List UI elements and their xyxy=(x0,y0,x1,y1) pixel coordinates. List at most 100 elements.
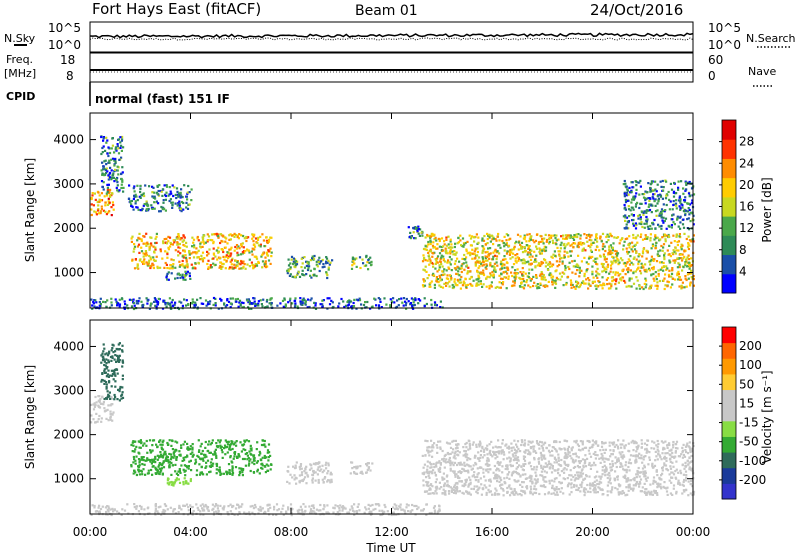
velocity-cell xyxy=(103,382,106,385)
velocity-cell xyxy=(450,490,453,493)
power-cell xyxy=(663,252,666,255)
power-cell xyxy=(90,213,93,217)
power-cell xyxy=(166,256,169,259)
velocity-cell xyxy=(665,490,669,493)
power-cell xyxy=(169,190,172,193)
velocity-cell xyxy=(640,454,643,457)
velocity-cell xyxy=(173,450,176,453)
velocity-cell xyxy=(462,454,465,457)
power-cell xyxy=(237,237,240,240)
power-cell xyxy=(501,283,504,286)
velocity-cell xyxy=(218,441,221,444)
power-cell xyxy=(595,274,598,277)
velocity-cell xyxy=(632,454,635,457)
power-cell xyxy=(230,259,233,262)
power-cell xyxy=(587,277,590,280)
power-cell xyxy=(100,192,103,195)
power-cell xyxy=(585,270,588,273)
velocity-cell xyxy=(433,466,436,469)
velocity-cell xyxy=(220,448,223,452)
velocity-cell xyxy=(493,451,496,454)
power-cell xyxy=(426,233,429,237)
power-cell xyxy=(223,258,226,261)
velocity-cell xyxy=(501,442,504,445)
velocity-cell xyxy=(641,486,644,489)
power-cell xyxy=(600,240,603,243)
power-cell xyxy=(260,255,263,258)
power-cell xyxy=(560,275,563,278)
power-cell xyxy=(662,246,665,249)
power-cell xyxy=(495,255,499,258)
power-cell xyxy=(668,244,671,247)
velocity-cell xyxy=(158,464,161,467)
power-cell xyxy=(647,197,650,200)
power-cell xyxy=(100,208,103,211)
power-cell xyxy=(164,261,167,265)
power-cell xyxy=(439,306,442,309)
power-cell xyxy=(559,257,562,260)
power-cell xyxy=(184,274,187,277)
power-cell xyxy=(145,232,148,235)
power-cell xyxy=(663,256,666,259)
power-cell xyxy=(343,305,346,309)
power-cell xyxy=(627,258,630,261)
power-cell xyxy=(259,245,262,248)
power-cell xyxy=(120,297,124,300)
power-cell xyxy=(104,204,107,207)
velocity-cell xyxy=(495,451,498,454)
power-cell xyxy=(687,258,690,261)
power-cell xyxy=(630,277,633,280)
power-cell xyxy=(655,214,658,217)
velocity-cell xyxy=(429,484,432,487)
power-cell xyxy=(668,275,671,278)
power-cell xyxy=(676,243,679,247)
velocity-cell xyxy=(134,440,137,443)
power-cell xyxy=(393,301,396,304)
power-cell xyxy=(425,248,428,251)
velocity-cell xyxy=(159,453,163,456)
power-cell xyxy=(146,241,149,244)
power-cell xyxy=(109,176,112,179)
power-cell xyxy=(686,273,689,276)
power-cell xyxy=(477,271,480,274)
velocity-cell xyxy=(167,443,170,446)
velocity-cell xyxy=(158,462,161,465)
power-cell xyxy=(540,278,543,281)
velocity-cell xyxy=(571,446,574,449)
power-cell xyxy=(99,302,102,306)
power-cell xyxy=(606,283,609,286)
power-cell xyxy=(612,256,615,259)
power-cell xyxy=(563,242,566,246)
power-cell xyxy=(239,304,242,307)
power-cell xyxy=(348,301,351,304)
power-cell xyxy=(103,160,106,163)
power-cell xyxy=(423,305,426,308)
power-cell xyxy=(448,261,451,264)
power-cell xyxy=(580,243,583,246)
power-cell xyxy=(528,245,531,248)
velocity-cell xyxy=(317,481,320,484)
power-cell xyxy=(599,284,602,287)
power-cell xyxy=(144,184,147,187)
power-cell xyxy=(605,241,608,244)
power-cell xyxy=(186,192,189,195)
power-cell xyxy=(143,262,146,265)
velocity-cell xyxy=(606,490,609,493)
velocity-cell xyxy=(219,473,222,476)
power-cell xyxy=(99,297,102,300)
power-cell xyxy=(506,266,509,269)
velocity-cell xyxy=(682,453,685,457)
velocity-cell xyxy=(504,467,507,471)
power-cell xyxy=(448,267,451,270)
velocity-cell xyxy=(138,460,141,463)
power-cell xyxy=(303,266,307,269)
power-cell xyxy=(656,236,659,239)
velocity-cell xyxy=(503,453,506,456)
power-cell xyxy=(315,274,318,278)
power-cell xyxy=(680,248,683,251)
power-cell xyxy=(145,261,148,264)
power-cell xyxy=(634,227,638,230)
power-cell xyxy=(225,254,228,257)
power-cell xyxy=(671,269,674,272)
power-cell xyxy=(459,234,462,237)
